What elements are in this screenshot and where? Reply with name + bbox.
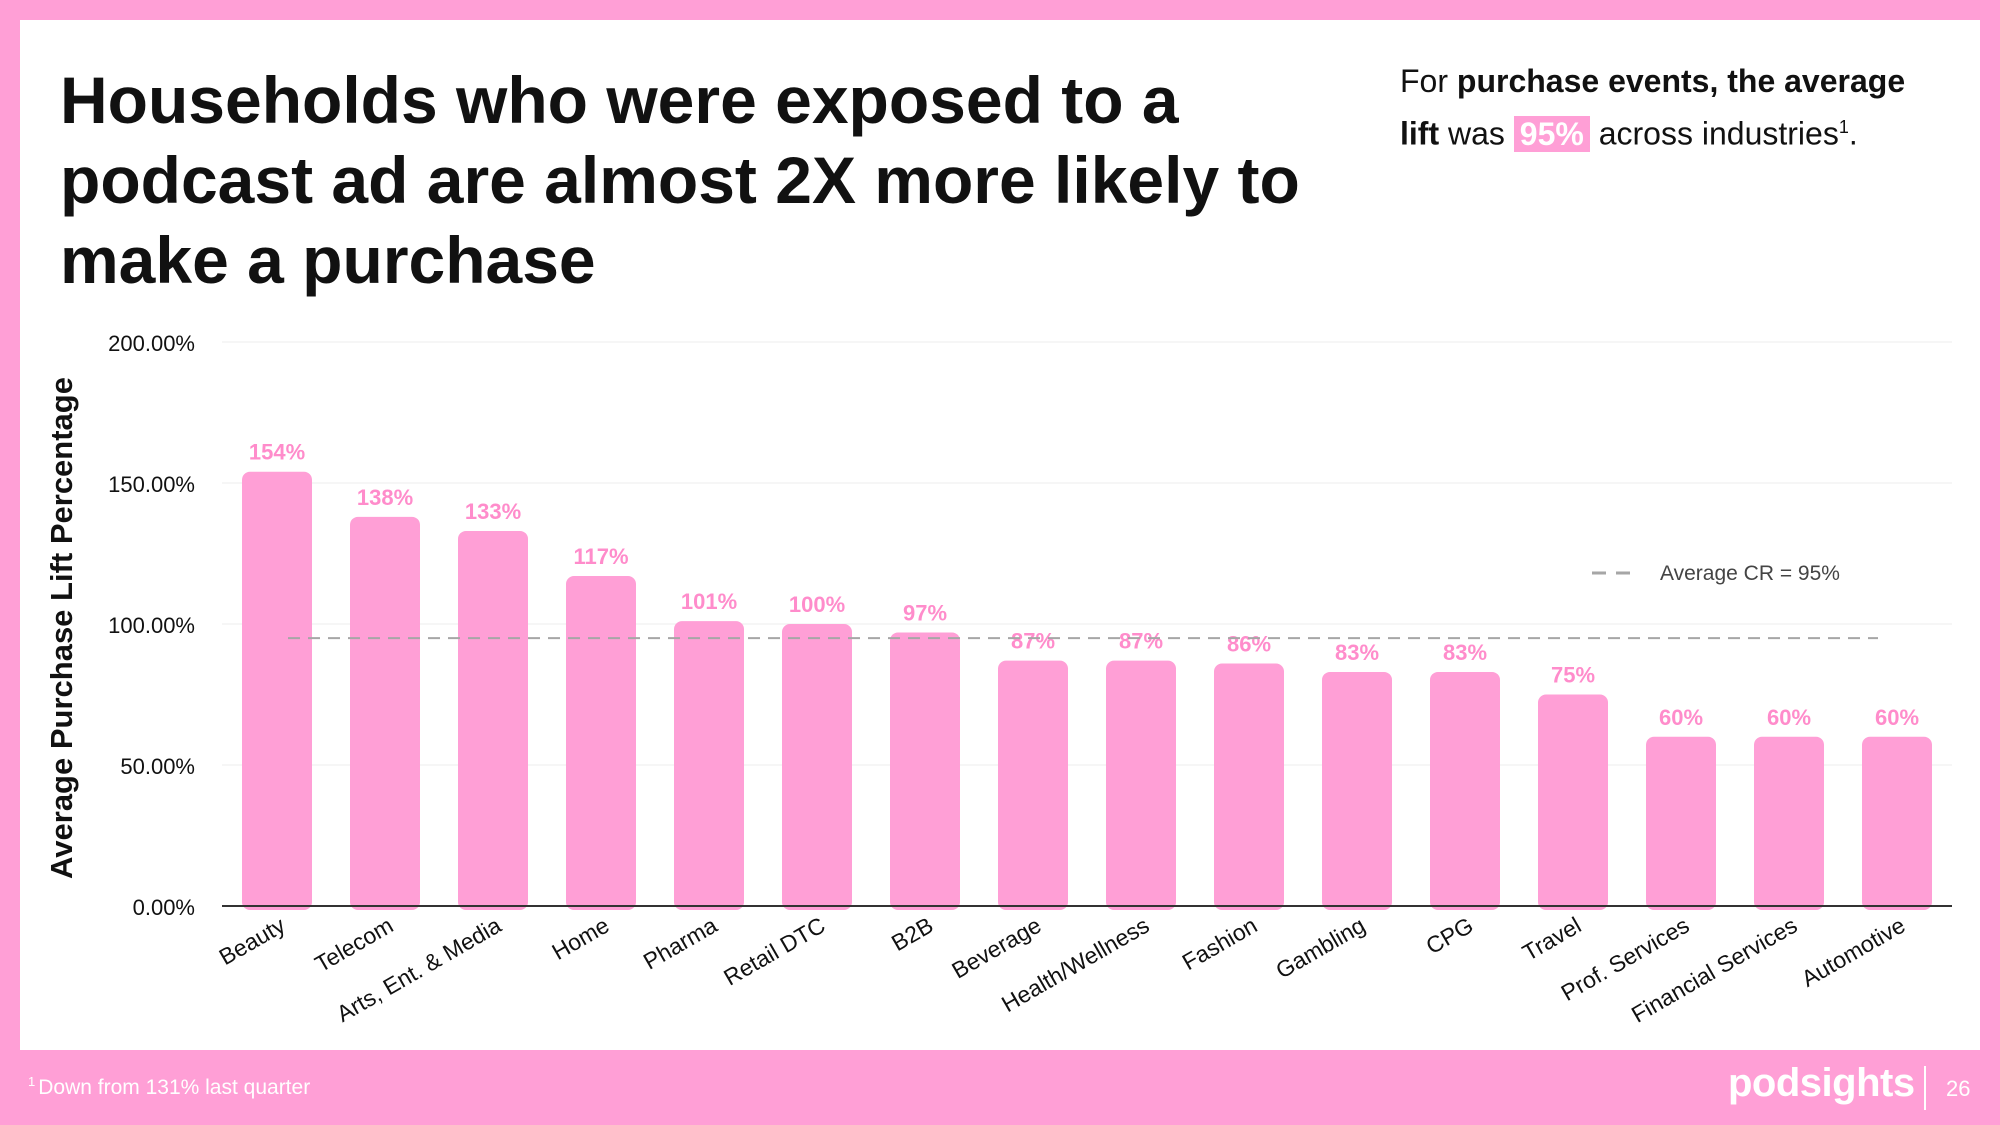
bar — [1538, 694, 1608, 910]
x-tick-label: Telecom — [310, 912, 397, 977]
callout-bold-text: purchase events, the average lift — [1400, 63, 1906, 152]
data-label: 138% — [357, 485, 413, 510]
data-label: 87% — [1119, 629, 1163, 654]
brand-logo: podsights — [1728, 1061, 1915, 1105]
x-tick-label: CPG — [1421, 912, 1477, 959]
data-label: 97% — [903, 600, 947, 625]
data-label: 60% — [1767, 705, 1811, 730]
y-axis-title: Average Purchase Lift Percentage — [44, 377, 79, 879]
x-tick-label: Gambling — [1271, 912, 1369, 984]
y-tick-label: 50.00% — [120, 754, 195, 779]
bar — [242, 471, 312, 910]
y-tick-label: 200.00% — [108, 331, 195, 356]
page-number: 26 — [1946, 1076, 1971, 1101]
bar — [350, 516, 420, 910]
data-label: 60% — [1875, 705, 1919, 730]
data-label: 75% — [1551, 663, 1595, 688]
y-tick-label: 100.00% — [108, 613, 195, 638]
callout-text: For purchase events, the average lift wa… — [1400, 58, 1920, 157]
bar — [1646, 736, 1716, 910]
footnote: 1 Down from 131% last quarter — [28, 1074, 310, 1100]
x-tick-label: Fashion — [1178, 912, 1262, 975]
brand-divider — [1924, 1066, 1926, 1110]
x-tick-label: Home — [547, 912, 613, 965]
bar — [1430, 671, 1500, 910]
bar — [1322, 671, 1392, 910]
bar — [674, 621, 744, 910]
legend-label: Average CR = 95% — [1660, 562, 1840, 585]
y-tick-label: 150.00% — [108, 472, 195, 497]
x-tick-label: Retail DTC — [719, 912, 829, 991]
callout-text-end: . — [1848, 115, 1858, 152]
data-label: 154% — [249, 440, 305, 465]
bar — [1862, 736, 1932, 910]
data-label: 86% — [1227, 631, 1271, 656]
x-tick-label: Automotive — [1797, 912, 1910, 992]
callout-footnote-mark: 1 — [1838, 117, 1849, 137]
footnote-text: Down from 131% last quarter — [38, 1076, 311, 1099]
x-tick-label: Beverage — [947, 912, 1045, 984]
x-tick-label: Beauty — [214, 912, 289, 971]
footnote-mark: 1 — [28, 1074, 36, 1089]
x-tick-label: B2B — [887, 912, 938, 956]
data-label: 101% — [681, 589, 737, 614]
x-tick-label: Travel — [1518, 912, 1586, 966]
bar — [782, 624, 852, 910]
bar — [458, 530, 528, 910]
data-label: 60% — [1659, 705, 1703, 730]
data-label: 83% — [1443, 640, 1487, 665]
bar — [890, 632, 960, 910]
bar — [998, 660, 1068, 910]
page-title: Households who were exposed to a podcast… — [60, 63, 1300, 297]
y-tick-label: 0.00% — [133, 895, 195, 920]
data-label: 100% — [789, 592, 845, 617]
x-tick-label: Pharma — [639, 912, 722, 975]
callout-text-part: was — [1439, 115, 1514, 152]
data-label: 83% — [1335, 640, 1379, 665]
bar — [1214, 663, 1284, 910]
data-label: 133% — [465, 499, 521, 524]
bar — [566, 576, 636, 910]
bar — [1106, 660, 1176, 910]
data-label: 117% — [573, 544, 628, 569]
bar — [1754, 736, 1824, 910]
callout-text-part: For — [1400, 63, 1457, 99]
callout-text-part: across industries — [1589, 115, 1839, 152]
callout-highlight-value: 95% — [1513, 115, 1590, 152]
data-label: 87% — [1011, 629, 1055, 654]
